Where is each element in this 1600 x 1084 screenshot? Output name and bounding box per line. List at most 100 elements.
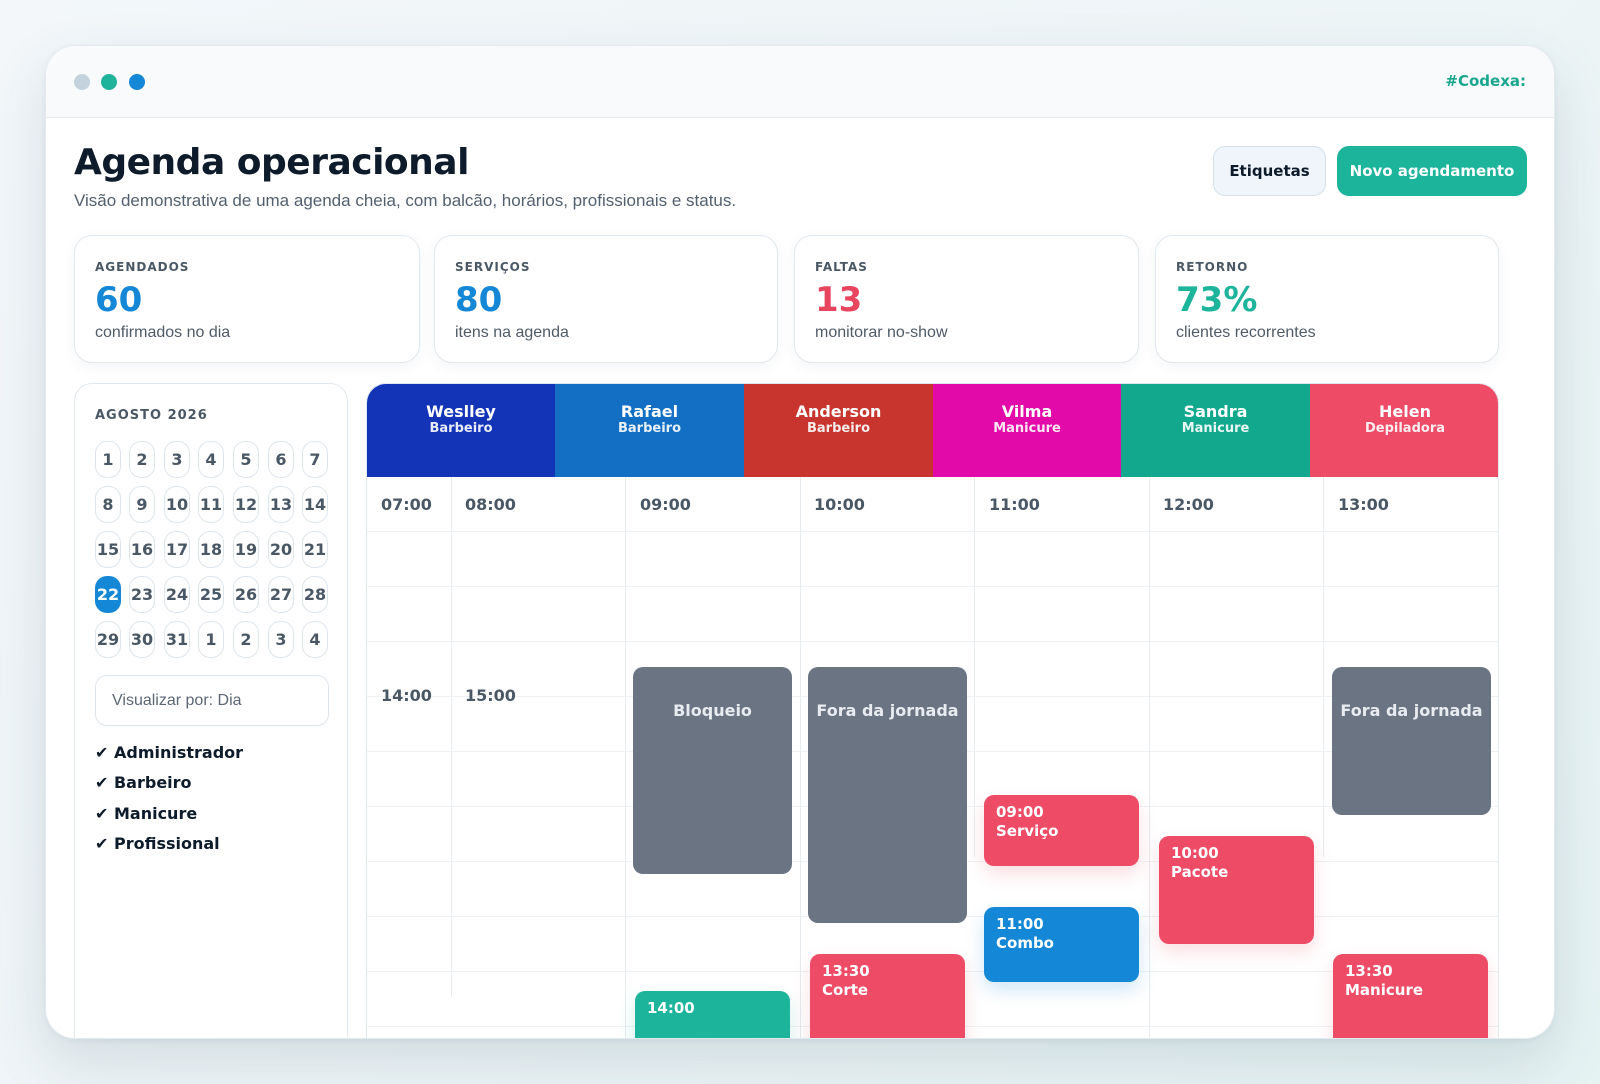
window-dot-blue[interactable]	[129, 74, 145, 90]
filter-administrador[interactable]: ✔ Administrador	[95, 743, 244, 762]
appointment-service: Pacote	[1171, 863, 1229, 881]
calendar-day[interactable]: 15	[95, 531, 121, 568]
calendar-day[interactable]: 1	[198, 621, 224, 658]
professional-role: Barbeiro	[617, 421, 681, 436]
appointment-time: 10:00	[1171, 844, 1219, 862]
calendar-day[interactable]: 2	[233, 621, 259, 658]
calendar-day[interactable]: 26	[233, 576, 259, 613]
professional-name: Weslley	[426, 402, 496, 421]
appointment-card[interactable]: 13:30 Corte	[810, 954, 965, 1038]
appointment-card[interactable]: 10:00 Pacote	[1159, 836, 1314, 944]
appointment-card[interactable]: 09:00 Serviço	[984, 795, 1139, 866]
calendar-day[interactable]: 14	[302, 486, 328, 523]
calendar-day[interactable]: 21	[302, 531, 328, 568]
slot-line	[367, 586, 1498, 587]
time-label: 08:00	[465, 495, 516, 514]
stat-card-services: SERVIÇOS 80 itens na agenda	[434, 235, 778, 363]
schedule-grid: Weslley Barbeiro Rafael Barbeiro Anderso…	[366, 383, 1499, 1038]
calendar-day[interactable]: 11	[198, 486, 224, 523]
slot-line	[367, 531, 1498, 532]
professional-role: Manicure	[1181, 421, 1250, 436]
calendar-day[interactable]: 1	[95, 441, 121, 478]
stat-desc: itens na agenda	[455, 324, 569, 341]
stat-card-noshows: FALTAS 13 monitorar no-show	[794, 235, 1139, 363]
filter-profissional[interactable]: ✔ Profissional	[95, 834, 220, 853]
new-appointment-button[interactable]: Novo agendamento	[1337, 146, 1527, 196]
calendar-day[interactable]: 5	[233, 441, 259, 478]
stat-card-return: RETORNO 73% clientes recorrentes	[1155, 235, 1499, 363]
professional-header-anderson[interactable]: Anderson Barbeiro	[744, 384, 933, 477]
professional-header-rafael[interactable]: Rafael Barbeiro	[555, 384, 744, 477]
calendar-day[interactable]: 17	[164, 531, 190, 568]
column-line	[1323, 477, 1324, 857]
time-label: 14:00	[381, 686, 432, 705]
calendar-day[interactable]: 12	[233, 486, 259, 523]
blocked-slot[interactable]: Bloqueio	[633, 667, 792, 874]
app-window: #Codexa: Agenda operacional Visão demons…	[45, 45, 1555, 1039]
professional-role: Depiladora	[1364, 421, 1446, 436]
slot-line	[367, 641, 1498, 642]
calendar-day[interactable]: 28	[302, 576, 328, 613]
view-select[interactable]: Visualizar por: Dia	[95, 675, 329, 726]
window-dot-green[interactable]	[101, 74, 117, 90]
filter-manicure[interactable]: ✔ Manicure	[95, 804, 198, 823]
calendar-day[interactable]: 22	[95, 576, 121, 613]
calendar-day[interactable]: 29	[95, 621, 121, 658]
time-label: 09:00	[640, 495, 691, 514]
professional-name: Anderson	[795, 402, 882, 421]
appointment-card[interactable]: 13:30 Manicure	[1333, 954, 1488, 1038]
stat-desc: clientes recorrentes	[1176, 324, 1316, 341]
calendar-day[interactable]: 7	[302, 441, 328, 478]
calendar-day[interactable]: 13	[268, 486, 294, 523]
calendar-day[interactable]: 16	[129, 531, 155, 568]
stat-label: RETORNO	[1176, 260, 1249, 274]
calendar-day[interactable]: 6	[268, 441, 294, 478]
calendar-day[interactable]: 30	[129, 621, 155, 658]
calendar-day[interactable]: 31	[164, 621, 190, 658]
stat-card-scheduled: AGENDADOS 60 confirmados no dia	[74, 235, 420, 363]
time-label: 07:00	[381, 495, 432, 514]
calendar-day[interactable]: 3	[164, 441, 190, 478]
calendar-day[interactable]: 20	[268, 531, 294, 568]
professional-name: Sandra	[1183, 402, 1248, 421]
calendar-day[interactable]: 23	[129, 576, 155, 613]
appointment-card[interactable]: 11:00 Combo	[984, 907, 1139, 982]
tags-button[interactable]: Etiquetas	[1213, 146, 1326, 196]
appointment-service: Serviço	[996, 822, 1059, 840]
calendar-day[interactable]: 25	[198, 576, 224, 613]
calendar-day[interactable]: 2	[129, 441, 155, 478]
calendar-day[interactable]: 19	[233, 531, 259, 568]
stat-value: 80	[455, 280, 503, 320]
professional-role: Manicure	[993, 421, 1061, 436]
professional-header-helen[interactable]: Helen Depiladora	[1310, 384, 1498, 477]
appointment-time: 11:00	[996, 915, 1044, 933]
off-hours-slot[interactable]: Fora da jornada	[1332, 667, 1491, 815]
page-subtitle: Visão demonstrativa de uma agenda cheia,…	[74, 191, 737, 210]
calendar-day[interactable]: 8	[95, 486, 121, 523]
professional-header-sandra[interactable]: Sandra Manicure	[1121, 384, 1310, 477]
professional-name: Rafael	[620, 402, 679, 421]
calendar-day[interactable]: 9	[129, 486, 155, 523]
filter-barbeiro[interactable]: ✔ Barbeiro	[95, 773, 192, 792]
window-dot-gray[interactable]	[74, 74, 90, 90]
calendar-day[interactable]: 10	[164, 486, 190, 523]
appointment-card[interactable]: 14:00	[635, 991, 790, 1038]
calendar-day[interactable]: 24	[164, 576, 190, 613]
calendar-day[interactable]: 4	[302, 621, 328, 658]
calendar-day[interactable]: 3	[268, 621, 294, 658]
appointment-time: 13:30	[822, 962, 870, 980]
stat-value: 73%	[1176, 280, 1258, 320]
time-label: 10:00	[814, 495, 865, 514]
professional-header-vilma[interactable]: Vilma Manicure	[933, 384, 1121, 477]
off-hours-slot[interactable]: Fora da jornada	[808, 667, 967, 923]
calendar-day[interactable]: 4	[198, 441, 224, 478]
professional-name: Helen	[1379, 402, 1431, 421]
stat-desc: confirmados no dia	[95, 324, 231, 341]
professional-header-weslley[interactable]: Weslley Barbeiro	[367, 384, 555, 477]
professional-role: Barbeiro	[806, 421, 870, 436]
column-line	[625, 477, 626, 1038]
professional-role: Barbeiro	[429, 421, 493, 436]
time-label: 12:00	[1163, 495, 1214, 514]
calendar-day[interactable]: 18	[198, 531, 224, 568]
calendar-day[interactable]: 27	[268, 576, 294, 613]
